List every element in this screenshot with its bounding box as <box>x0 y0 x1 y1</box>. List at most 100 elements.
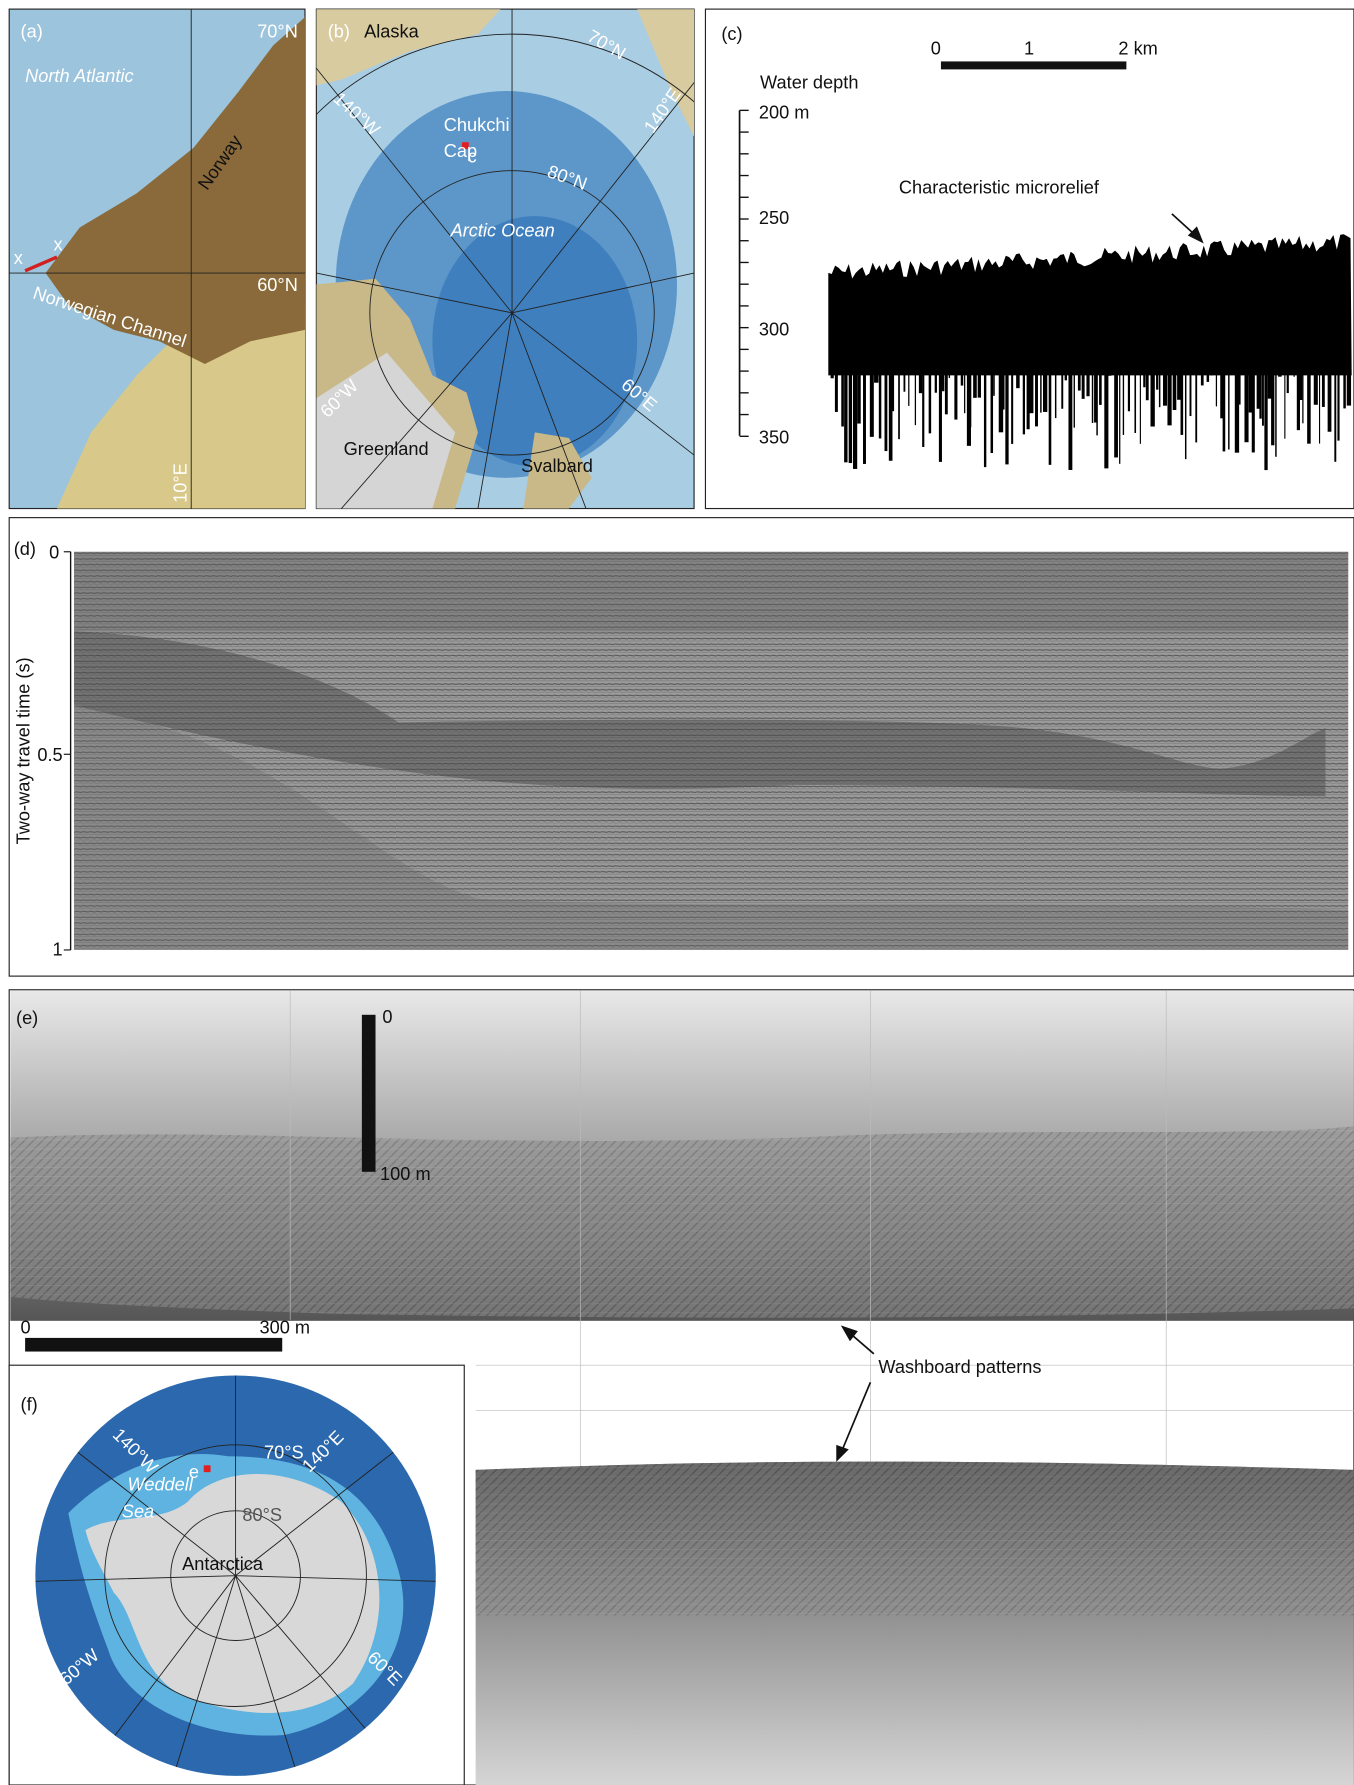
echo-streak <box>879 370 882 439</box>
echo-streak <box>1216 370 1217 407</box>
latitude-label: 70°S <box>264 1442 304 1462</box>
panel-a: (a) 70°N North Atlantic Norway x x 60°N … <box>9 9 305 508</box>
sea-label: North Atlantic <box>25 66 134 86</box>
panel-label: (e) <box>16 1008 38 1028</box>
echo-streak <box>1035 370 1038 427</box>
echo-streak <box>1128 370 1130 412</box>
echo-streak <box>1040 370 1041 413</box>
scale-label: 2 km <box>1118 39 1157 59</box>
echo-streak <box>1271 370 1274 446</box>
echo-streak <box>973 370 977 398</box>
echo-streak <box>1107 370 1111 376</box>
echo-streak <box>1016 370 1020 388</box>
scale-label: 0 <box>21 1317 31 1337</box>
echo-streak <box>904 370 906 392</box>
echo-streak <box>1337 370 1339 441</box>
axis-tick-label: 1 <box>53 940 63 960</box>
echo-streak <box>915 370 916 425</box>
echo-streak <box>1322 370 1325 407</box>
echo-streak <box>1153 370 1154 410</box>
echo-streak <box>1104 370 1108 469</box>
panel-label: (c) <box>721 24 742 44</box>
echo-streak <box>1119 370 1120 464</box>
echo-streak <box>1061 370 1063 409</box>
echo-streak <box>1082 370 1085 399</box>
echo-streak <box>1143 370 1145 388</box>
echo-streak <box>978 370 981 398</box>
echo-streak <box>1023 370 1025 435</box>
echo-streak <box>1190 370 1192 416</box>
place-label: Chukchi <box>444 115 510 135</box>
place-label: Greenland <box>344 439 429 459</box>
echo-streak <box>1278 370 1282 377</box>
latitude-label: 80°S <box>242 1505 282 1525</box>
scale-label: 0 <box>931 39 941 59</box>
echo-streak <box>891 370 894 411</box>
scale-bar <box>25 1338 282 1352</box>
panel-label: (a) <box>21 22 43 42</box>
echo-streak <box>929 370 932 434</box>
scale-label: 0 <box>382 1007 392 1027</box>
echo-streak <box>1096 370 1097 436</box>
echo-streak <box>1114 370 1118 458</box>
echo-streak <box>1223 370 1226 452</box>
echo-streak <box>1005 370 1008 465</box>
echo-streak <box>1307 370 1311 444</box>
echo-streak <box>1049 370 1052 465</box>
echo-streak <box>1302 370 1303 424</box>
echo-streak <box>969 370 971 428</box>
echo-streak <box>1146 370 1149 400</box>
echo-streak <box>1140 370 1141 444</box>
echo-streak <box>849 370 852 463</box>
axis-tick-label: 0 <box>49 543 59 563</box>
panel-c: 0 1 2 km (c) Water depth 200 m 250 300 3… <box>705 9 1353 508</box>
echo-streak <box>863 370 866 464</box>
echo-streak <box>1347 370 1351 406</box>
echo-streak <box>853 370 857 469</box>
echo-streak <box>1185 370 1186 459</box>
echo-streak <box>1275 370 1276 457</box>
axis-tick-label: 0.5 <box>37 745 62 765</box>
ocean-label: Arctic Ocean <box>450 221 555 241</box>
scale-bar <box>941 61 1126 69</box>
echo-streak <box>1201 370 1204 386</box>
echo-streak <box>1343 370 1346 409</box>
echo-streak <box>1264 370 1267 470</box>
site-label: c <box>468 147 477 167</box>
scale-label: 1 <box>1024 39 1034 59</box>
profile-end: x <box>54 234 63 254</box>
page: Figure {"panel_a": {"label": "(a)", "lat… <box>0 0 1354 1785</box>
echo-streak <box>935 370 937 393</box>
echo-streak <box>1173 370 1177 410</box>
depth-tick-label: 250 <box>759 208 789 228</box>
echo-streak <box>949 370 950 378</box>
echo-streak <box>1334 370 1336 462</box>
echo-streak <box>991 370 994 453</box>
depth-tick-label: 350 <box>759 428 789 448</box>
echo-streak <box>1328 370 1332 432</box>
echo-streak <box>1099 370 1102 405</box>
echo-streak <box>870 370 874 437</box>
panel-label: (b) <box>328 22 350 42</box>
echo-streak <box>1284 370 1285 439</box>
echo-streak <box>1294 370 1295 377</box>
echo-streak <box>1065 370 1067 381</box>
echo-streak <box>1210 370 1213 376</box>
echo-streak <box>961 370 964 386</box>
depth-tick-label: 300 <box>759 320 789 340</box>
panel-d: (d) 0 0.5 1 Two-way travel time (s) <box>9 518 1354 976</box>
echo-streak <box>831 370 834 379</box>
sonar-texture <box>476 1462 1354 1616</box>
echo-streak <box>1259 370 1261 419</box>
echo-streak <box>1163 370 1167 406</box>
echo-streak <box>1159 370 1160 407</box>
echo-streak <box>908 370 909 406</box>
echo-streak <box>898 370 900 439</box>
echo-streak <box>1068 370 1072 470</box>
echo-streak <box>1262 370 1264 426</box>
echo-streak <box>1181 370 1184 435</box>
echo-streak <box>1314 370 1318 405</box>
sonar-texture <box>10 1126 1354 1317</box>
echo-streak <box>1029 370 1033 413</box>
axis-title: Water depth <box>760 73 858 93</box>
